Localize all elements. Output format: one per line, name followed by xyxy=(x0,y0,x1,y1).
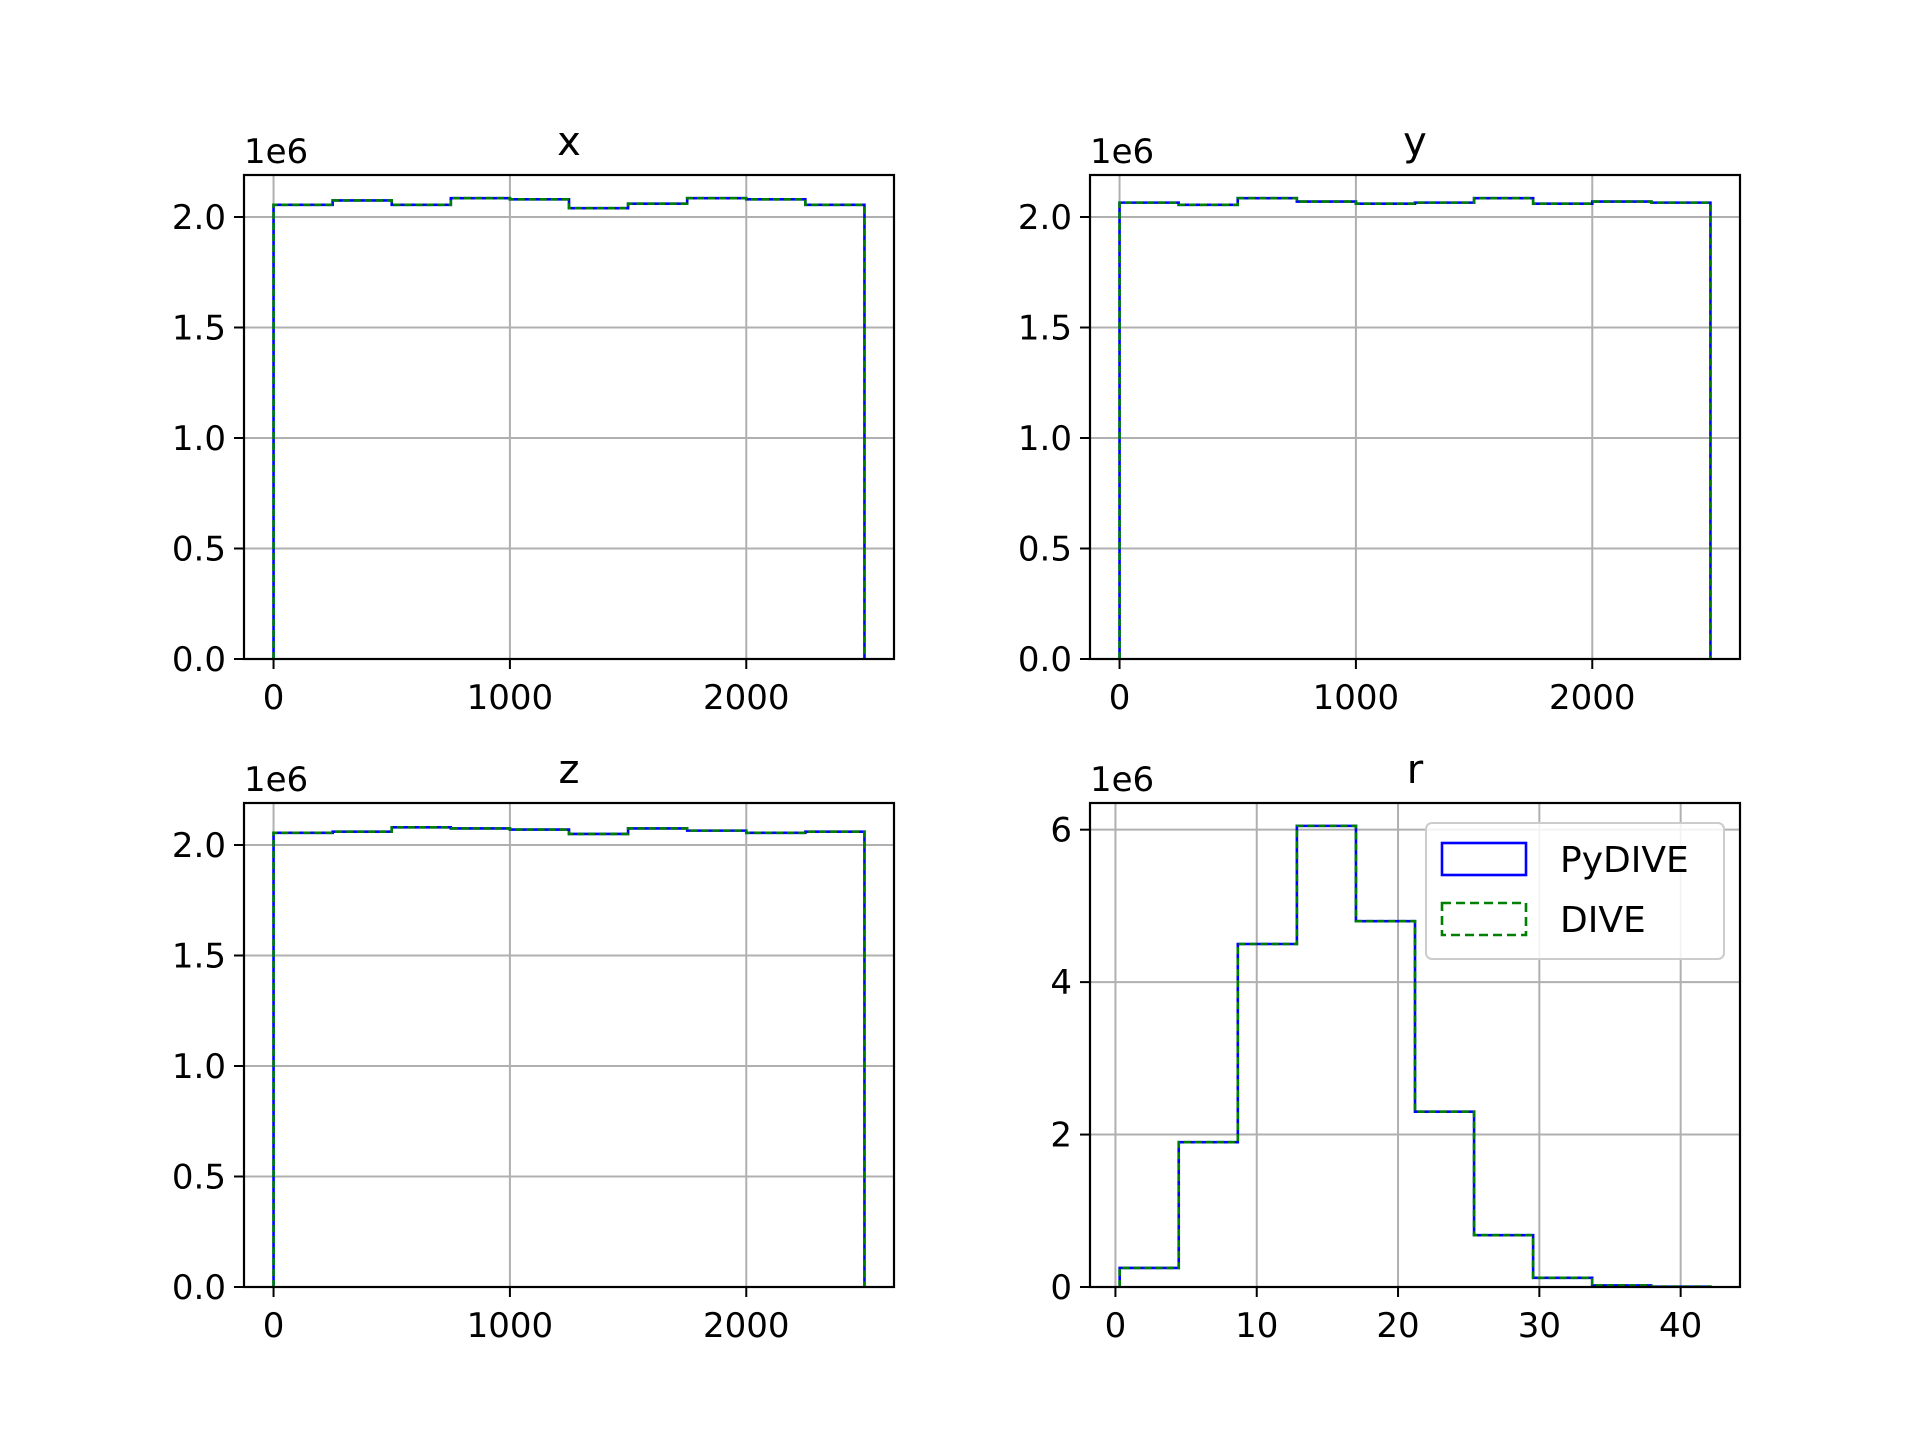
axes-frame xyxy=(1088,801,1742,1289)
y-offset-label: 1e6 xyxy=(244,132,308,172)
legend-box xyxy=(1425,822,1725,960)
legend: PyDIVE DIVE xyxy=(1425,822,1725,960)
legend-label: PyDIVE xyxy=(1560,840,1689,881)
y-tick-label: 1.5 xyxy=(172,308,226,348)
x-tick-label: 1000 xyxy=(467,1306,554,1346)
axes-frame xyxy=(1088,173,1742,661)
x-tick-label: 2000 xyxy=(703,678,790,718)
x-tick-label: 40 xyxy=(1659,1306,1702,1346)
x-tick-label: 0 xyxy=(263,1306,285,1346)
y-tick-label: 1.0 xyxy=(1018,419,1072,459)
x-tick-label: 1000 xyxy=(467,678,554,718)
y-tick-label: 4 xyxy=(1050,963,1072,1003)
axes-background xyxy=(244,803,894,1287)
y-tick-label: 2.0 xyxy=(1018,198,1072,238)
y-tick-label: 0.0 xyxy=(172,640,226,680)
axes-background xyxy=(244,175,894,659)
y-tick-label: 0.5 xyxy=(1018,529,1072,569)
panel-z: 0 1000 2000 0.0 0.5 1.0 1.5 2.0 1e6 z xyxy=(172,747,896,1346)
panel-r: 0 10 20 30 40 0 2 4 6 1e6 r PyDIVE DIVE xyxy=(1050,747,1742,1346)
y-tick-label: 1.0 xyxy=(172,1047,226,1087)
y-tick-label: 6 xyxy=(1050,811,1072,851)
y-tick-label: 1.5 xyxy=(1018,308,1072,348)
y-offset-label: 1e6 xyxy=(1090,760,1154,800)
y-tick-label: 0.0 xyxy=(1018,640,1072,680)
panel-title: x xyxy=(557,119,581,165)
legend-swatch-pydive xyxy=(1440,841,1528,877)
y-tick-label: 2 xyxy=(1050,1116,1072,1156)
x-tick-label: 2000 xyxy=(703,1306,790,1346)
y-offset-label: 1e6 xyxy=(244,760,308,800)
x-tick-label: 20 xyxy=(1376,1306,1419,1346)
axes-background xyxy=(1090,175,1740,659)
panel-x: 0 1000 2000 0.0 0.5 1.0 1.5 2.0 1e6 x xyxy=(172,119,896,718)
series-dive-step xyxy=(1118,824,1712,1288)
y-tick-label: 0.5 xyxy=(172,1157,226,1197)
y-offset-label: 1e6 xyxy=(1090,132,1154,172)
panel-y: 0 1000 2000 0.0 0.5 1.0 1.5 2.0 1e6 y xyxy=(1018,119,1742,718)
x-tick-label: 30 xyxy=(1518,1306,1561,1346)
y-tick-label: 1.0 xyxy=(172,419,226,459)
y-tick-label: 1.5 xyxy=(172,936,226,976)
y-tick-label: 2.0 xyxy=(172,826,226,866)
y-tick-label: 0.5 xyxy=(172,529,226,569)
series-dive-step xyxy=(272,826,866,1287)
x-tick-label: 1000 xyxy=(1313,678,1400,718)
x-tick-label: 10 xyxy=(1235,1306,1278,1346)
axes-frame xyxy=(242,801,896,1289)
panel-title: y xyxy=(1403,119,1427,165)
legend-swatch-dive xyxy=(1440,901,1528,937)
x-tick-label: 0 xyxy=(1109,678,1131,718)
panel-title: r xyxy=(1407,747,1424,793)
x-tick-label: 2000 xyxy=(1549,678,1636,718)
axes-frame xyxy=(242,173,896,661)
y-tick-label: 0 xyxy=(1050,1268,1072,1308)
series-pydive-step xyxy=(1118,196,1712,659)
legend-label: DIVE xyxy=(1560,900,1646,941)
y-tick-label: 2.0 xyxy=(172,198,226,238)
x-tick-label: 0 xyxy=(263,678,285,718)
y-tick-label: 0.0 xyxy=(172,1268,226,1308)
panel-title: z xyxy=(559,747,580,793)
series-dive-step xyxy=(272,196,866,659)
x-tick-label: 0 xyxy=(1105,1306,1127,1346)
